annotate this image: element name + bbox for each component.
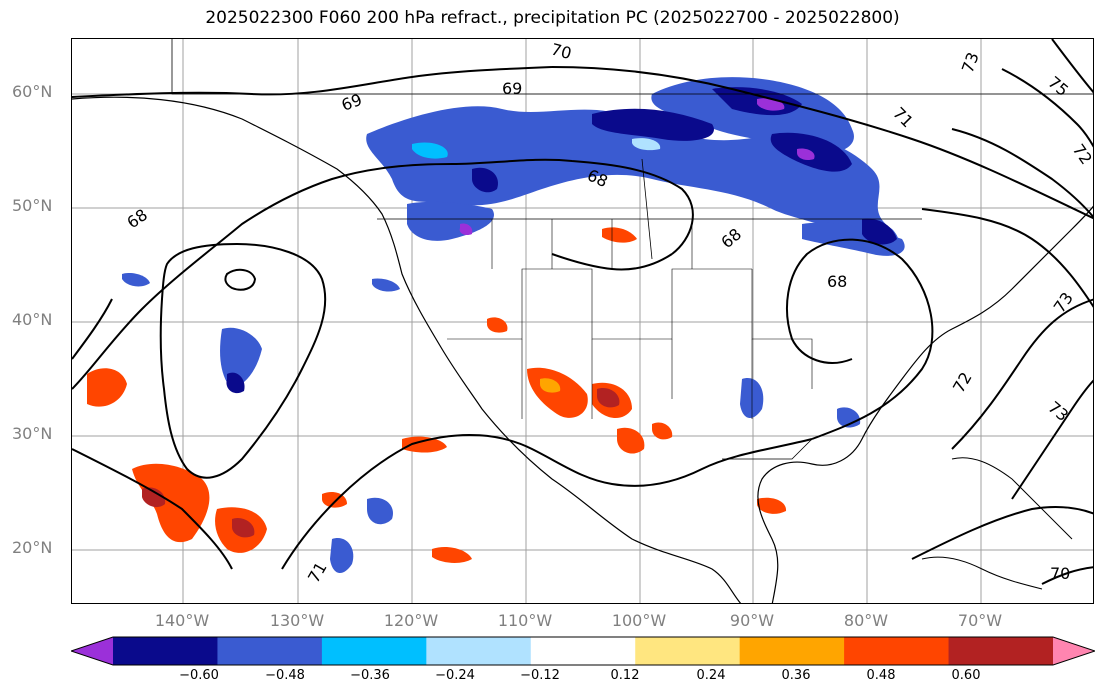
colorbar-tick: −0.60 [179,668,219,683]
colorbar-segment [844,637,950,665]
colorbar-segment [113,637,218,665]
colorbar-tick: −0.24 [435,668,475,683]
contour-label: 68 [123,205,151,232]
colorbar-tick: 0.24 [696,668,726,683]
colorbar-tick: 0.36 [781,668,811,683]
contour-label: 68 [717,224,745,252]
lat-label-20n: 20°N [12,538,53,557]
colorbar-tick: −0.36 [350,668,390,683]
lat-label-50n: 50°N [12,196,53,215]
colorbar-segment [948,637,1054,665]
colorbar-segment [635,637,741,665]
contour-label: 73 [1044,398,1072,426]
contour-label: 71 [889,103,917,131]
map-canvas: 70 69 69 68 68 68 68 75 73 72 71 73 72 7… [72,39,1094,603]
lon-label-80w: 80°W [843,611,889,630]
contour-label: 75 [1044,73,1072,101]
colorbar-tick: −0.12 [520,668,560,683]
colorbar-segment [530,637,636,665]
negative-precip-shading [122,77,905,574]
contour-label: 72 [1069,140,1094,168]
colorbar-tick: 0.60 [951,668,981,683]
colorbar-tick: 0.12 [610,668,640,683]
colorbar-segment [321,637,427,665]
colorbar-segments [71,637,1095,665]
contour-label: 68 [827,272,847,291]
lon-label-120w: 120°W [383,611,439,630]
colorbar [71,636,1095,666]
lon-label-90w: 90°W [729,611,775,630]
lat-label-60n: 60°N [12,82,53,101]
contour-label: 70 [549,40,574,64]
positive-precip-shading [87,227,787,563]
colorbar-segment [217,637,323,665]
contour-label: 72 [949,369,976,396]
lon-label-110w: 110°W [497,611,553,630]
colorbar-extend-low [71,637,113,665]
contour-label: 73 [958,50,983,76]
lon-label-130w: 130°W [269,611,325,630]
contour-label: 73 [1050,289,1077,317]
lon-label-100w: 100°W [611,611,667,630]
lon-label-70w: 70°W [957,611,1003,630]
colorbar-tick: 0.48 [866,668,896,683]
colorbar-tick: −0.48 [265,668,305,683]
lat-label-30n: 30°N [12,424,53,443]
colorbar-segment [739,637,845,665]
refractivity-contours [72,39,1093,585]
contour-label: 71 [304,559,331,586]
contour-label: 70 [1050,564,1070,583]
coastlines [72,39,1093,603]
lon-label-140w: 140°W [154,611,210,630]
colorbar-extend-high [1053,637,1095,665]
colorbar-segment [426,637,532,665]
map-panel: 70 69 69 68 68 68 68 75 73 72 71 73 72 7… [71,38,1094,604]
map-title: 2025022300 F060 200 hPa refract., precip… [205,8,900,28]
contour-label: 69 [502,79,522,98]
lat-label-40n: 40°N [12,310,53,329]
